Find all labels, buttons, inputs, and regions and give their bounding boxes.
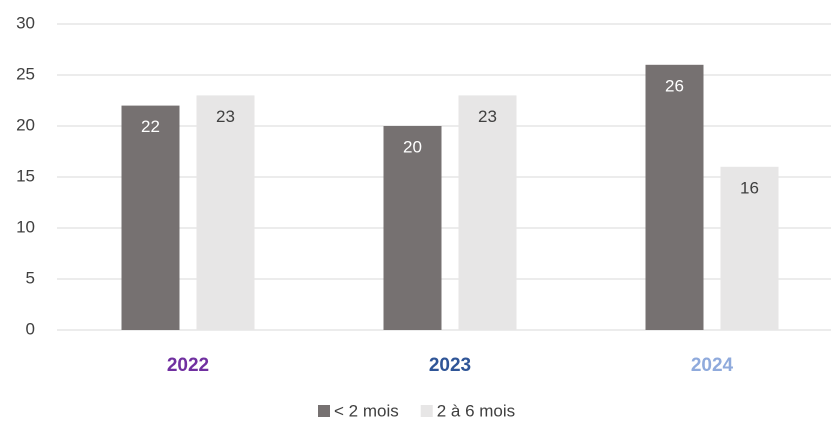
bar — [720, 166, 779, 330]
x-tick-label: 2024 — [691, 355, 734, 376]
y-tick-label: 0 — [26, 319, 35, 338]
legend-label: 2 à 6 mois — [437, 401, 515, 420]
y-tick-label: 15 — [16, 166, 35, 185]
legend-label: < 2 mois — [334, 401, 399, 420]
value-label: 26 — [665, 76, 684, 95]
x-tick-label: 2022 — [167, 355, 209, 376]
value-label: 16 — [740, 178, 759, 197]
y-tick-label: 20 — [16, 115, 35, 134]
bar — [121, 105, 180, 330]
bar — [458, 95, 517, 331]
value-label: 22 — [141, 117, 160, 136]
value-label: 23 — [216, 107, 235, 126]
value-label: 20 — [403, 137, 422, 156]
legend-swatch — [318, 405, 330, 417]
legend-swatch — [420, 405, 433, 417]
y-tick-label: 30 — [16, 13, 35, 32]
value-label: 23 — [478, 107, 497, 126]
bar — [645, 64, 704, 331]
y-tick-label: 5 — [26, 268, 35, 287]
bar — [383, 126, 442, 330]
y-tick-label: 10 — [16, 217, 35, 236]
bar — [196, 95, 255, 331]
x-tick-label: 2023 — [429, 355, 471, 376]
y-tick-label: 25 — [16, 64, 35, 83]
